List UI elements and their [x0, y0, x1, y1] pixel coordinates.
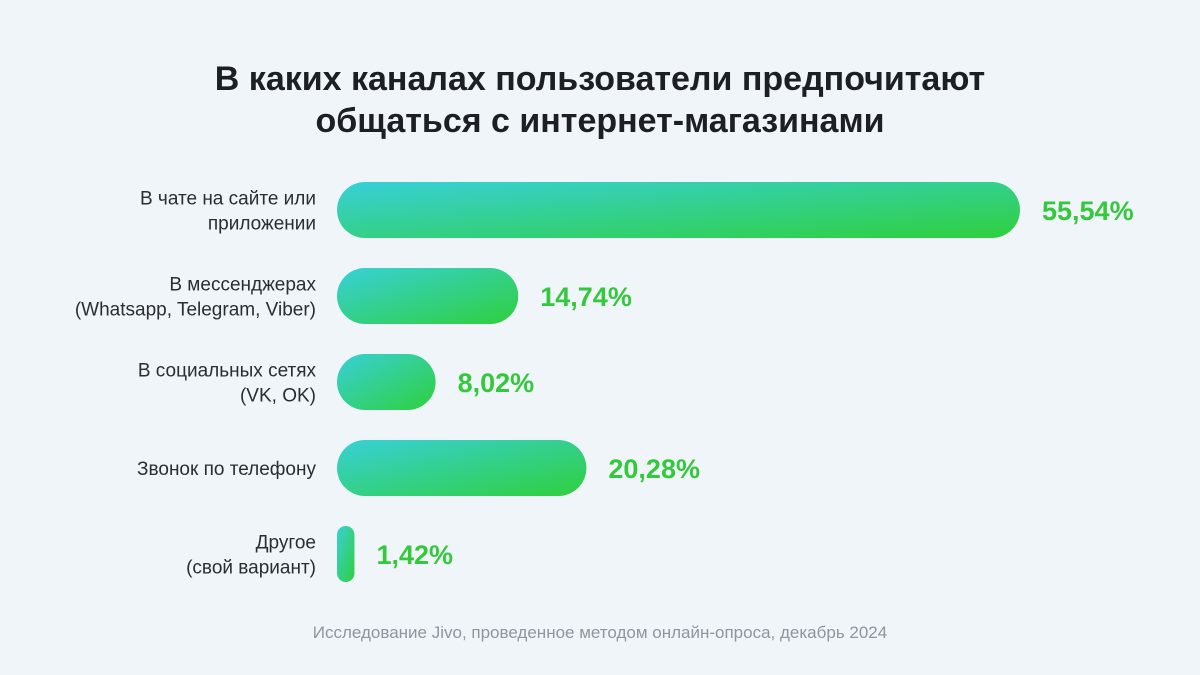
- value-label-0: 55,54%: [1042, 196, 1134, 226]
- category-label-3: Звонок по телефону: [137, 459, 316, 480]
- category-label-2: В социальных сетях (VK, OK): [138, 361, 317, 407]
- footer-source-note: Исследование Jivo, проведенное методом о…: [312, 623, 888, 642]
- bar-0: [337, 182, 1020, 238]
- chart-title-line-1: В каких каналах пользователи предпочитаю…: [214, 60, 986, 98]
- value-label-3: 20,28%: [608, 454, 700, 484]
- value-label-4: 1,42%: [376, 540, 453, 570]
- bar-1: [337, 268, 519, 324]
- category-label-0: В чате на сайте или приложении: [140, 189, 316, 235]
- value-label-1: 14,74%: [540, 282, 632, 312]
- bar-2: [337, 354, 436, 410]
- chart-title: В каких каналах пользователи предпочитаю…: [0, 58, 1200, 142]
- category-label-1: В мессенджерах (Whatsapp, Telegram, Viber…: [75, 275, 317, 321]
- bar-3: [337, 440, 587, 496]
- value-label-2: 8,02%: [458, 368, 535, 398]
- chart-title-line-2: общаться с интернет-магазинами: [315, 102, 885, 140]
- bar-4: [337, 526, 355, 582]
- category-label-4: Другое (свой вариант): [186, 533, 316, 579]
